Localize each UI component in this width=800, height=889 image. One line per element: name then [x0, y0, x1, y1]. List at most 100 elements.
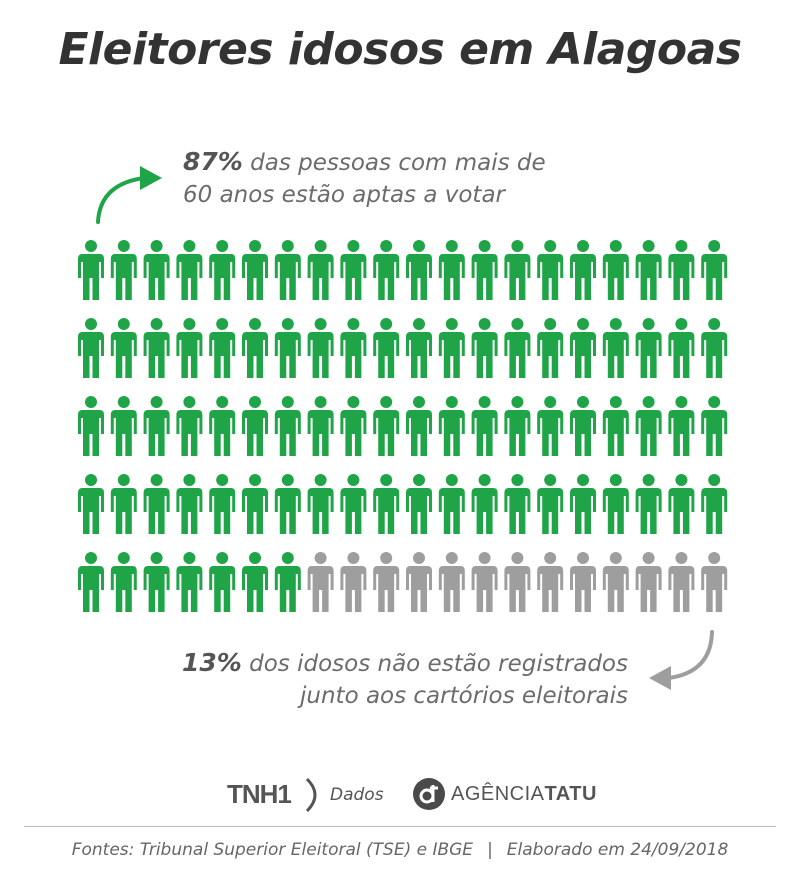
- person-icon: [274, 318, 301, 378]
- person-icon: [504, 474, 531, 534]
- person-icon: [537, 552, 564, 612]
- person-icon: [701, 552, 728, 612]
- person-icon: [570, 474, 596, 534]
- logos: TNH1 Dados AGÊNCIATATU: [0, 775, 800, 815]
- person-icon: [635, 552, 662, 612]
- person-icon: [438, 552, 465, 612]
- person-icon: [537, 474, 564, 534]
- person-icon: [668, 552, 695, 612]
- person-icon: [110, 396, 137, 456]
- person-icon: [373, 240, 400, 300]
- person-icon: [274, 552, 301, 612]
- person-icon: [176, 552, 203, 612]
- annotation-bottom-line2: junto aos cartórios eleitorais: [300, 683, 628, 709]
- person-icon: [602, 318, 629, 378]
- person-icon: [209, 318, 236, 378]
- agencia-label: AGÊNCIA: [451, 783, 545, 805]
- person-icon: [307, 552, 334, 612]
- person-icon: [406, 240, 432, 300]
- person-icon: [78, 552, 104, 612]
- person-icon: [340, 474, 367, 534]
- person-icon: [143, 396, 170, 456]
- person-icon: [668, 474, 695, 534]
- person-icon: [471, 240, 498, 300]
- person-icon: [701, 474, 728, 534]
- chart-title: Eleitores idosos em Alagoas: [58, 24, 742, 75]
- person-icon: [635, 240, 662, 300]
- person-icon: [209, 552, 236, 612]
- dados-label: Dados: [330, 785, 384, 805]
- person-icon: [406, 396, 432, 456]
- person-icon: [242, 552, 268, 612]
- person-icon: [471, 396, 498, 456]
- tnh1-arc-icon: [305, 777, 317, 813]
- person-icon: [602, 474, 629, 534]
- pictogram-chart: [78, 240, 728, 612]
- person-icon: [668, 240, 695, 300]
- person-icon: [307, 318, 334, 378]
- agencia-tatu-logo: AGÊNCIATATU: [451, 783, 597, 806]
- person-icon: [537, 318, 564, 378]
- person-icon: [143, 552, 170, 612]
- person-icon: [635, 396, 662, 456]
- annotation-top-line1: das pessoas com mais de: [250, 150, 546, 176]
- person-icon: [406, 474, 432, 534]
- person-icon: [570, 240, 596, 300]
- person-icon: [176, 318, 203, 378]
- person-icon: [242, 474, 268, 534]
- tatu-label: TATU: [544, 783, 597, 805]
- person-icon: [438, 318, 465, 378]
- annotation-top-line2: 60 anos estão aptas a votar: [183, 182, 505, 208]
- annotation-bottom-pct: 13%: [181, 648, 242, 677]
- footer: Fontes: Tribunal Superior Eleitoral (TSE…: [0, 840, 800, 860]
- person-icon: [143, 240, 170, 300]
- person-icon: [373, 318, 400, 378]
- person-icon: [602, 396, 629, 456]
- person-icon: [340, 552, 367, 612]
- person-icon: [78, 240, 104, 300]
- person-icon: [78, 396, 104, 456]
- person-icon: [373, 474, 400, 534]
- person-icon: [110, 318, 137, 378]
- person-icon: [340, 396, 367, 456]
- person-icon: [701, 240, 728, 300]
- person-icon: [274, 396, 301, 456]
- annotation-bottom: 13% dos idosos não estão registrados jun…: [150, 647, 628, 712]
- person-icon: [143, 318, 170, 378]
- person-icon: [274, 240, 301, 300]
- person-icon: [635, 474, 662, 534]
- person-icon: [471, 474, 498, 534]
- person-icon: [406, 318, 432, 378]
- arrow-top-icon: [96, 166, 162, 224]
- agencia-tatu-icon: [413, 778, 445, 810]
- person-icon: [110, 474, 137, 534]
- person-icon: [209, 474, 236, 534]
- footer-sources: Fontes: Tribunal Superior Eleitoral (TSE…: [71, 840, 474, 860]
- person-icon: [635, 318, 662, 378]
- person-icon: [570, 318, 596, 378]
- person-icon: [340, 240, 367, 300]
- person-icon: [78, 474, 104, 534]
- person-icon: [504, 552, 531, 612]
- person-icon: [242, 396, 268, 456]
- arrow-bottom-icon: [649, 630, 714, 690]
- footer-divider: [24, 826, 776, 827]
- person-icon: [701, 318, 728, 378]
- person-icon: [307, 240, 334, 300]
- annotation-top-pct: 87%: [183, 147, 243, 176]
- person-icon: [668, 318, 695, 378]
- person-icon: [438, 474, 465, 534]
- person-icon: [406, 552, 432, 612]
- person-icon: [602, 552, 629, 612]
- person-icon: [242, 318, 268, 378]
- footer-date: Elaborado em 24/09/2018: [506, 840, 729, 860]
- person-icon: [504, 240, 531, 300]
- person-icon: [438, 240, 465, 300]
- person-icon: [307, 396, 334, 456]
- person-icon: [209, 240, 236, 300]
- person-icon: [373, 552, 400, 612]
- person-icon: [176, 474, 203, 534]
- person-icon: [209, 396, 236, 456]
- person-icon: [537, 396, 564, 456]
- person-icon: [307, 474, 334, 534]
